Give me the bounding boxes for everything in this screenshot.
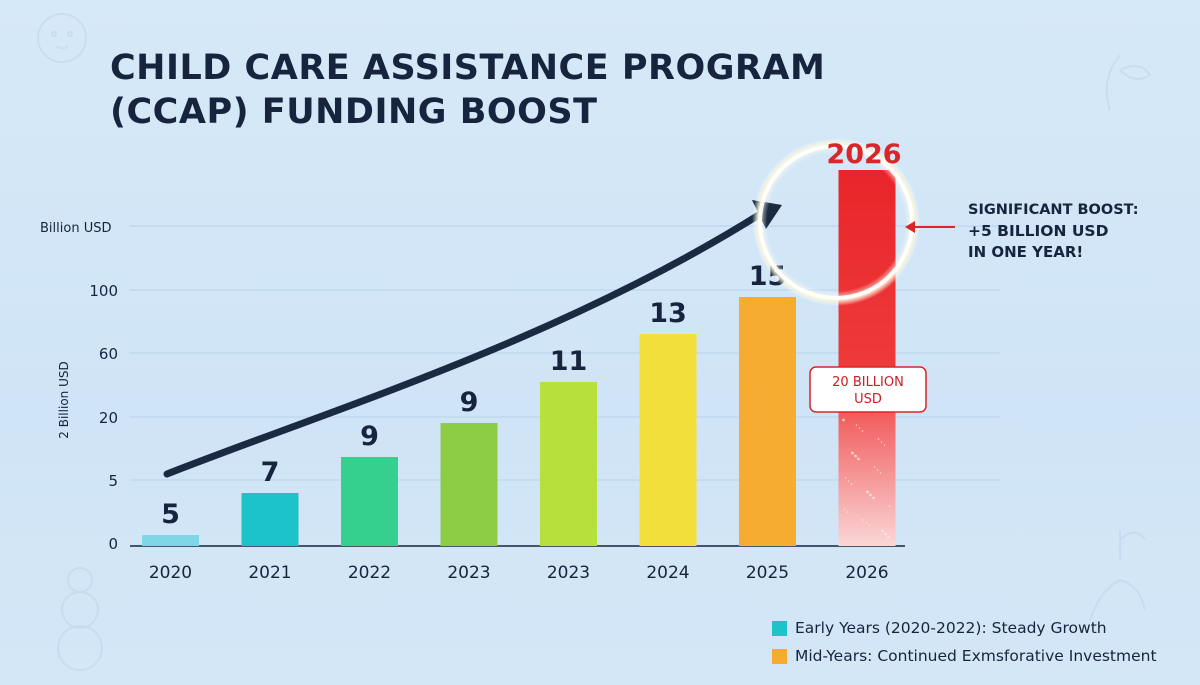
sparkle [844, 477, 847, 479]
sparkle [873, 466, 876, 468]
annotation-line-2: +5 BILLION USD [968, 222, 1109, 240]
sparkle [887, 535, 890, 539]
sparkle [846, 511, 849, 513]
sparkle [854, 454, 857, 458]
annotation-line-1: SIGNIFICANT BOOST: [968, 202, 1139, 218]
sparkle [865, 522, 868, 524]
sparkle [855, 424, 858, 426]
legend-swatch [772, 648, 787, 664]
y-tick-label: 5 [108, 472, 118, 490]
sparkle [883, 444, 886, 446]
legend-swatch [772, 620, 787, 636]
bar-2022 [341, 457, 398, 546]
sparkle [872, 496, 875, 500]
annotation-arrow-head [905, 221, 915, 233]
bar-value-label: 13 [649, 298, 687, 329]
sparkle [880, 441, 883, 443]
y-tick-label: 60 [99, 345, 118, 363]
sparkle [866, 490, 869, 494]
sparkle [884, 532, 887, 536]
bar-2025 [739, 297, 796, 546]
decoration-plant-icon [1089, 54, 1152, 621]
bar-2023 [440, 423, 498, 546]
bar-2024 [639, 334, 697, 546]
bar-2020 [142, 535, 199, 546]
x-tick-label: 2023 [447, 563, 490, 583]
sparkle [861, 430, 864, 432]
sparkle [857, 457, 860, 461]
chart-title-line-1: CHILD CARE ASSISTANCE PROGRAM [110, 48, 826, 88]
bar-value-label: 5 [161, 499, 180, 530]
bar-value-label: 11 [550, 346, 588, 377]
legend-item-early-years: Early Years (2020-2022): Steady Growth [772, 614, 1157, 642]
y-tick-label: 20 [99, 409, 118, 427]
x-tick-label: 2023 [547, 563, 590, 583]
x-tick-label: 2025 [746, 563, 789, 583]
y-axis-label: 2 Billion USD [57, 361, 71, 438]
sparkle [876, 469, 879, 471]
legend-label: Early Years (2020-2022): Steady Growth [795, 619, 1107, 637]
sparkle [858, 427, 861, 429]
sparkle [847, 480, 850, 482]
trend-arrow-line [163, 209, 766, 478]
bar-value-label: 7 [261, 457, 280, 488]
x-tick-labels: 2020 2021 2022 2023 2023 2024 2025 2026 [149, 563, 889, 583]
bar-value-label: 9 [360, 421, 379, 452]
sparkle [881, 529, 884, 533]
highlight-bar-callout: 20 BILLION USD [809, 366, 927, 413]
legend-label: Mid-Years: Continued Exmsforative Invest… [795, 647, 1157, 665]
highlight-bar-label-line-2: USD [854, 392, 882, 407]
decoration-baby-icon [37, 13, 87, 63]
sparkle [877, 438, 880, 440]
highlight-year-label: 2026 [826, 139, 901, 170]
y-tick-label: 100 [89, 282, 118, 300]
legend: Early Years (2020-2022): Steady Growth M… [772, 614, 1157, 670]
x-tick-label: 2022 [348, 563, 391, 583]
x-tick-label: 2020 [149, 563, 192, 583]
annotation-line-3: IN ONE YEAR! [968, 243, 1083, 261]
sparkle [843, 508, 846, 510]
sparkle [879, 472, 882, 474]
x-tick-label: 2021 [248, 563, 291, 583]
x-tick-label: 2024 [646, 563, 689, 583]
y-tick-labels: 0 5 20 60 100 [89, 282, 118, 553]
sparkle [869, 493, 872, 497]
x-tick-label: 2026 [845, 563, 888, 583]
sparkle [862, 519, 865, 521]
sparkle [842, 418, 845, 422]
highlight-ring [758, 144, 914, 300]
legend-item-mid-years: Mid-Years: Continued Exmsforative Invest… [772, 642, 1157, 670]
highlight-glow [752, 138, 920, 306]
bar-value-label: 9 [460, 387, 479, 418]
sparkle [850, 483, 853, 485]
sparkle [851, 451, 854, 455]
y-tick-label: 0 [108, 535, 118, 553]
unit-label: Billion USD [40, 221, 111, 236]
highlight-bar-label-line-1: 20 BILLION [832, 375, 904, 390]
bar-2021 [241, 493, 299, 546]
sparkle [868, 525, 871, 527]
bar-2023 [540, 382, 597, 546]
chart-title: CHILD CARE ASSISTANCE PROGRAM (CCAP) FUN… [110, 46, 825, 134]
decoration-toy-icon [57, 567, 103, 671]
chart-title-line-2: (CCAP) FUNDING BOOST [110, 92, 598, 132]
sparkle [888, 505, 891, 507]
